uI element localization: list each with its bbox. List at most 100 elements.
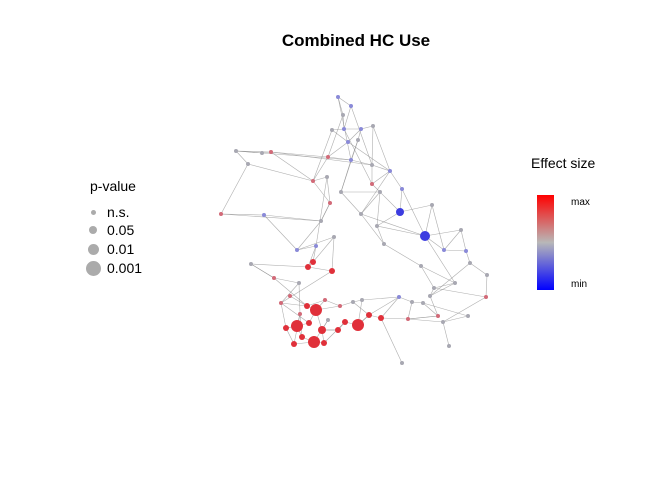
network-node <box>349 158 353 162</box>
network-edge <box>289 295 308 307</box>
network-node <box>328 201 332 205</box>
network-edge <box>347 128 362 143</box>
network-node <box>326 155 330 159</box>
network-edge <box>398 296 413 303</box>
network-node <box>421 301 425 305</box>
network-edge <box>407 301 413 320</box>
effect-size-legend-title: Effect size <box>531 155 596 171</box>
network-node <box>338 304 342 308</box>
network-edge <box>312 236 335 263</box>
pvalue-legend-item: 0.05 <box>84 221 134 239</box>
network-node <box>299 334 305 340</box>
network-node <box>330 128 334 132</box>
network-edge <box>273 277 300 284</box>
network-edge <box>465 250 471 264</box>
network-node <box>260 151 264 155</box>
network-node <box>321 340 327 346</box>
network-node <box>441 320 445 324</box>
network-edge <box>352 301 370 316</box>
network-edge <box>337 96 352 107</box>
network-node <box>356 138 360 142</box>
network-edge <box>368 296 400 316</box>
network-edge <box>306 299 326 307</box>
network-edge <box>296 220 322 251</box>
network-edge <box>326 176 331 204</box>
network-edge <box>360 213 426 237</box>
network-edge <box>360 170 391 215</box>
pvalue-legend-label: 0.001 <box>107 260 143 276</box>
network-node <box>342 127 346 131</box>
network-edge <box>380 317 403 364</box>
network-node <box>349 104 353 108</box>
network-edge <box>371 164 391 172</box>
network-edge <box>220 213 322 222</box>
network-edge <box>250 263 275 279</box>
network-edge <box>280 282 300 304</box>
network-node <box>332 235 336 239</box>
network-edge <box>320 202 331 222</box>
network-node <box>310 304 322 316</box>
network-node <box>468 261 472 265</box>
network-node <box>447 344 451 348</box>
network-node <box>323 298 327 302</box>
pvalue-legend-item: 0.001 <box>84 259 142 277</box>
network-node <box>360 298 364 302</box>
pvalue-legend-label: n.s. <box>107 204 130 220</box>
network-node <box>464 249 468 253</box>
pvalue-legend-label: 0.05 <box>107 222 135 238</box>
network-node <box>262 213 266 217</box>
network-node <box>484 295 488 299</box>
network-node <box>428 294 432 298</box>
network-edge <box>389 170 403 190</box>
network-edge <box>280 302 310 324</box>
network-edge <box>350 139 359 161</box>
network-node <box>311 179 315 183</box>
network-node <box>371 124 375 128</box>
network-edge <box>383 243 422 267</box>
network-edge <box>324 299 341 307</box>
network-node <box>342 319 348 325</box>
network-edge <box>298 282 301 315</box>
network-edge <box>380 296 400 319</box>
network-node <box>378 190 382 194</box>
network-edge <box>442 321 450 347</box>
network-edge <box>312 156 329 182</box>
network-edge <box>443 229 462 251</box>
network-node <box>318 326 326 334</box>
network-edge <box>273 277 308 307</box>
network-node <box>326 318 330 322</box>
network-node <box>466 314 470 318</box>
network-node <box>219 212 223 216</box>
network-node <box>335 327 341 333</box>
network-edge <box>443 249 467 252</box>
network-edge <box>296 236 335 251</box>
network-edge <box>442 315 469 323</box>
network-node <box>291 320 303 332</box>
network-node <box>288 294 292 298</box>
network-edge <box>339 301 354 307</box>
network-edge <box>263 214 322 222</box>
network-edge <box>424 204 433 237</box>
pvalue-legend-item: n.s. <box>84 203 130 221</box>
network-edge <box>424 235 456 284</box>
network-node <box>359 127 363 131</box>
colorbar-max-label: max <box>571 197 590 208</box>
network-node <box>319 219 323 223</box>
size-dot-icon <box>89 226 97 234</box>
network-edge <box>360 191 381 215</box>
network-node <box>305 264 311 270</box>
network-node <box>249 262 253 266</box>
network-edge <box>331 129 349 143</box>
pvalue-legend-item: 0.01 <box>84 240 134 258</box>
network-node <box>325 175 329 179</box>
network-node <box>382 242 386 246</box>
network-edge <box>340 191 362 215</box>
network-node <box>298 312 302 316</box>
network-edge <box>360 213 385 245</box>
network-node <box>352 319 364 331</box>
network-edge <box>380 317 409 320</box>
network-edge <box>312 176 328 182</box>
network-node <box>304 303 310 309</box>
